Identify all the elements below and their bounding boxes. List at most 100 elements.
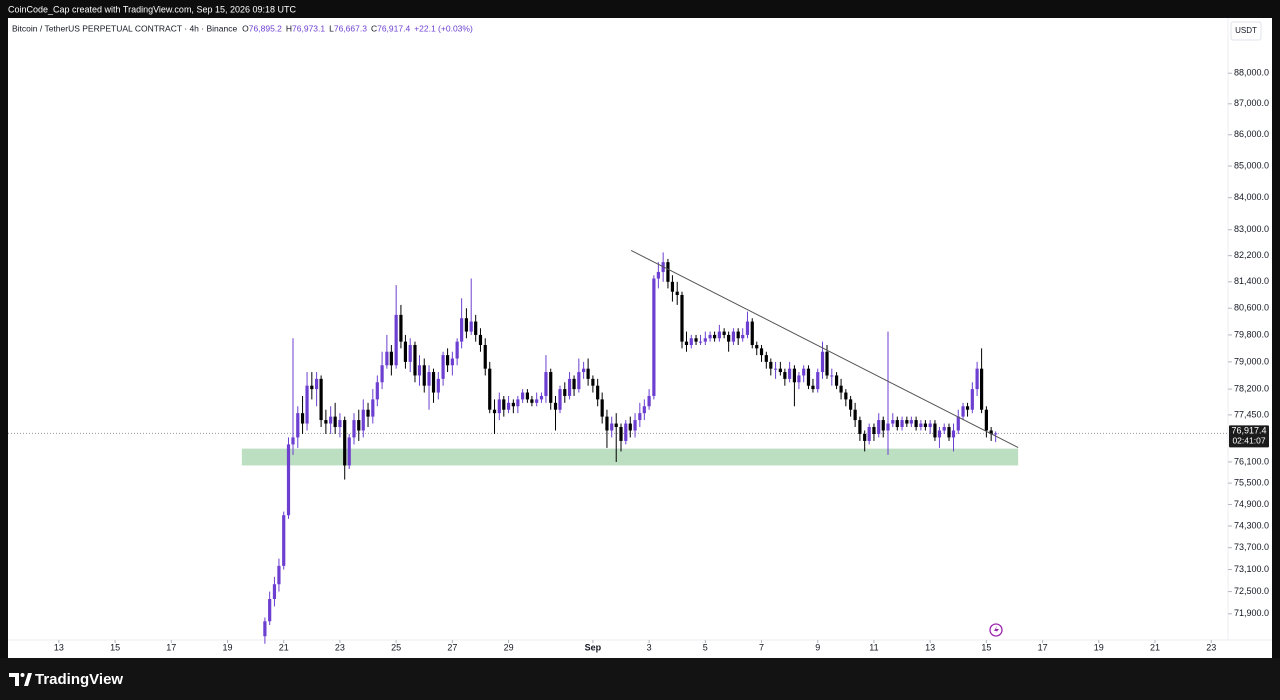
candle-body: [535, 399, 539, 403]
candle-body: [272, 584, 277, 599]
candle-body: [319, 378, 323, 421]
candle-body: [389, 351, 393, 366]
candle-body: [933, 423, 937, 438]
y-tick-label: 75,500.0: [1234, 477, 1269, 487]
candle-body: [951, 430, 956, 438]
event-bolt[interactable]: [994, 626, 999, 634]
y-tick-label: 73,700.0: [1234, 542, 1269, 552]
candle-body: [591, 378, 595, 386]
y-tick-label: 82,200.0: [1234, 250, 1269, 260]
candle-body: [582, 368, 586, 373]
candle-body: [483, 345, 487, 369]
candle-body: [736, 331, 740, 339]
candle-body: [553, 402, 558, 410]
lightning-icon[interactable]: [989, 623, 1003, 637]
candle-body: [352, 420, 356, 438]
candle-body: [422, 365, 426, 386]
candle-body: [558, 389, 562, 410]
x-tick-label: 15: [981, 642, 991, 652]
candle-body: [530, 399, 534, 403]
candle-body: [886, 423, 890, 431]
x-tick-label: 15: [110, 642, 120, 652]
candle-body: [577, 372, 581, 390]
x-tick-label: 13: [54, 642, 64, 652]
y-tick-label: 71,900.0: [1234, 608, 1269, 618]
candle-body: [277, 565, 281, 585]
candle-body: [956, 416, 960, 431]
candle-body: [970, 389, 974, 410]
last-price-badge: [1229, 425, 1269, 448]
x-tick-label: Sep: [585, 642, 602, 652]
candle-body: [834, 375, 839, 386]
ohlc-key: L: [329, 23, 334, 33]
candle-body: [858, 420, 862, 434]
candle-body: [624, 423, 628, 441]
y-tick-label: 83,000.0: [1234, 224, 1269, 234]
countdown: 02:41:07: [1232, 436, 1265, 446]
symbol: Bitcoin / TetherUS PERPETUAL CONTRACT · …: [12, 23, 237, 33]
currency[interactable]: USDT: [1235, 26, 1257, 35]
chart-panel: [8, 18, 1272, 658]
candle-body: [806, 368, 811, 386]
x-tick-label: 23: [1206, 642, 1216, 652]
trendline: [630, 249, 1019, 449]
candle-body: [427, 372, 431, 386]
candle-body: [417, 365, 422, 376]
event-circle[interactable]: [989, 623, 1003, 637]
candle-body: [506, 402, 511, 410]
x-tick-label: 7: [759, 642, 764, 652]
ohlc-key: C: [371, 23, 377, 33]
candle-body: [961, 406, 965, 417]
y-tick-label: 87,000.0: [1234, 98, 1269, 108]
candle-body: [488, 368, 492, 410]
candle-body: [329, 416, 333, 424]
header: Bitcoin / TetherUS PERPETUAL CONTRACT · …: [12, 23, 473, 33]
currency-button[interactable]: [1230, 21, 1262, 41]
ohlc-value: 76,895.2: [249, 23, 282, 33]
candle-body: [656, 271, 660, 279]
logo-slash: [24, 673, 32, 686]
candle-body: [263, 621, 267, 637]
candle-body: [497, 399, 501, 414]
candle-body: [371, 399, 375, 417]
support-zone: [241, 448, 1019, 466]
candle-body: [867, 427, 871, 441]
candle-body: [900, 420, 904, 428]
y-tick-label: 85,000.0: [1234, 160, 1269, 170]
candle-body: [563, 389, 567, 396]
candle-body: [844, 392, 848, 400]
candle-body: [712, 334, 717, 339]
candle-body: [680, 294, 684, 342]
candle-body: [516, 399, 520, 407]
ohlc-value: 76,667.3: [334, 23, 367, 33]
logo-dot: [20, 673, 25, 677]
candle-body: [600, 399, 604, 417]
candle-body: [820, 351, 825, 373]
candle-body: [891, 420, 895, 424]
candle-body: [937, 430, 942, 438]
candle-body: [778, 368, 782, 373]
candle-body: [268, 598, 272, 622]
candle-body: [984, 409, 988, 431]
logo-mark: [9, 673, 19, 686]
ohlc-key: H: [286, 23, 292, 33]
candle-body: [989, 430, 993, 435]
candle-body: [816, 372, 820, 390]
y-tick-label: 73,100.0: [1234, 564, 1269, 574]
candle-body: [450, 358, 454, 366]
y-tick-label: 84,000.0: [1234, 192, 1269, 202]
candle-body: [511, 402, 515, 407]
y-tick-label: 88,000.0: [1234, 68, 1269, 78]
candle-body: [586, 368, 590, 379]
candle-body: [708, 334, 712, 339]
candle-body: [343, 420, 347, 466]
y-tick-label: 79,000.0: [1234, 356, 1269, 366]
candle-body: [291, 437, 295, 445]
candle-body: [460, 318, 464, 342]
candle-body: [811, 385, 815, 390]
candle-body: [394, 314, 398, 366]
candle-body: [464, 318, 469, 332]
candle-body: [324, 420, 328, 424]
candle-body: [492, 409, 497, 414]
